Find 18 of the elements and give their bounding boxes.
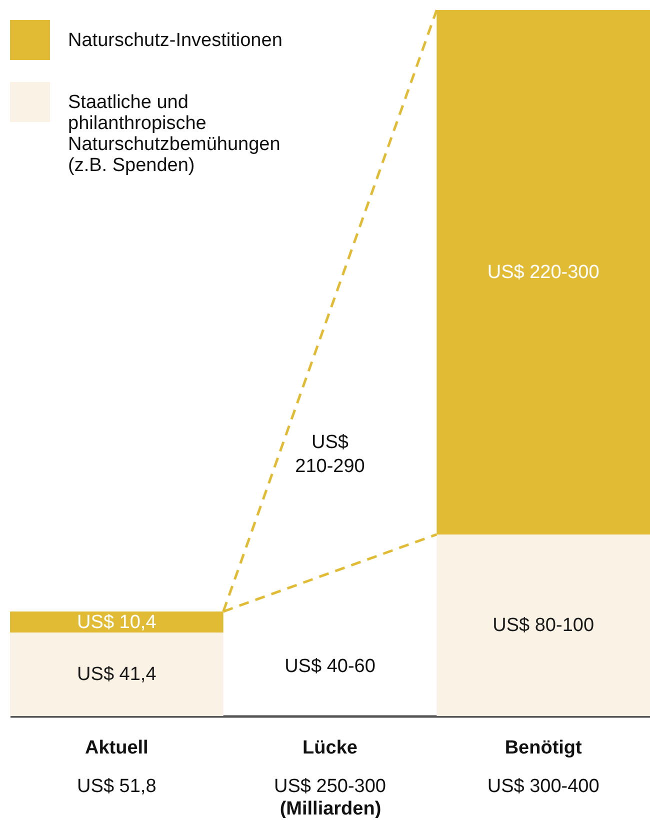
- text: US$ 250-300: [274, 776, 386, 797]
- annotation: US$ 40-60: [284, 656, 376, 677]
- total-label: US$ 300-400: [487, 776, 600, 797]
- bar: [436, 534, 650, 716]
- data-label: US$ 220-300: [487, 262, 600, 284]
- x-tick-label: Lücke: [302, 738, 358, 758]
- data-label: US$ 41,4: [77, 664, 157, 686]
- total-label: US$ 51,8: [77, 776, 156, 797]
- legend-label: Staatliche und philanthropische Naturschutzbemühungen (z.B. Spenden): [68, 92, 280, 176]
- data-label: US$ 10,4: [77, 612, 157, 633]
- annotation: US$ 210-290: [295, 432, 365, 477]
- legend-label: Naturschutz-Investitionen: [68, 30, 282, 51]
- x-tick-label: Aktuell: [84, 738, 148, 758]
- data-label: US$ 80-100: [492, 615, 594, 636]
- bar: [436, 10, 650, 534]
- bar: [10, 632, 224, 716]
- x-tick-label: Benötigt: [504, 738, 583, 758]
- bar: [10, 612, 224, 632]
